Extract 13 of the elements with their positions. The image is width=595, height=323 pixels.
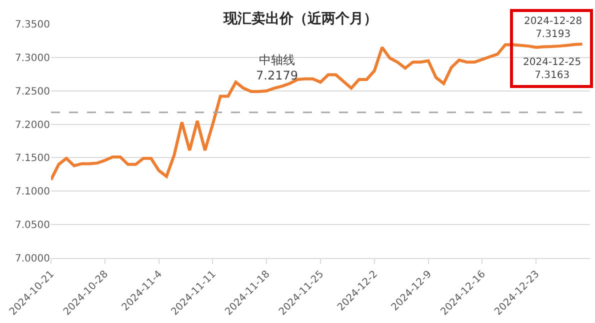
annotation: 2024-12-25 7.3163	[523, 57, 582, 81]
chart-title: 现汇卖出价（近两个月）	[222, 10, 378, 27]
annotation: 2024-12-28 7.3193	[524, 16, 582, 40]
y-tick-label: 7.1500	[15, 153, 50, 164]
y-tick-label: 7.3500	[15, 20, 50, 30]
y-tick-label: 7.2500	[15, 86, 50, 98]
y-tick-label: 7.0000	[15, 254, 50, 264]
line-series	[51, 42, 584, 182]
y-tick-label: 7.1000	[15, 186, 50, 198]
y-tick-label: 7.0500	[15, 220, 50, 232]
y-tick-label: 7.2000	[15, 120, 50, 131]
y-tick-label: 7.3000	[15, 52, 50, 64]
ref-line-label: 中轴线 7.2179	[256, 53, 298, 83]
